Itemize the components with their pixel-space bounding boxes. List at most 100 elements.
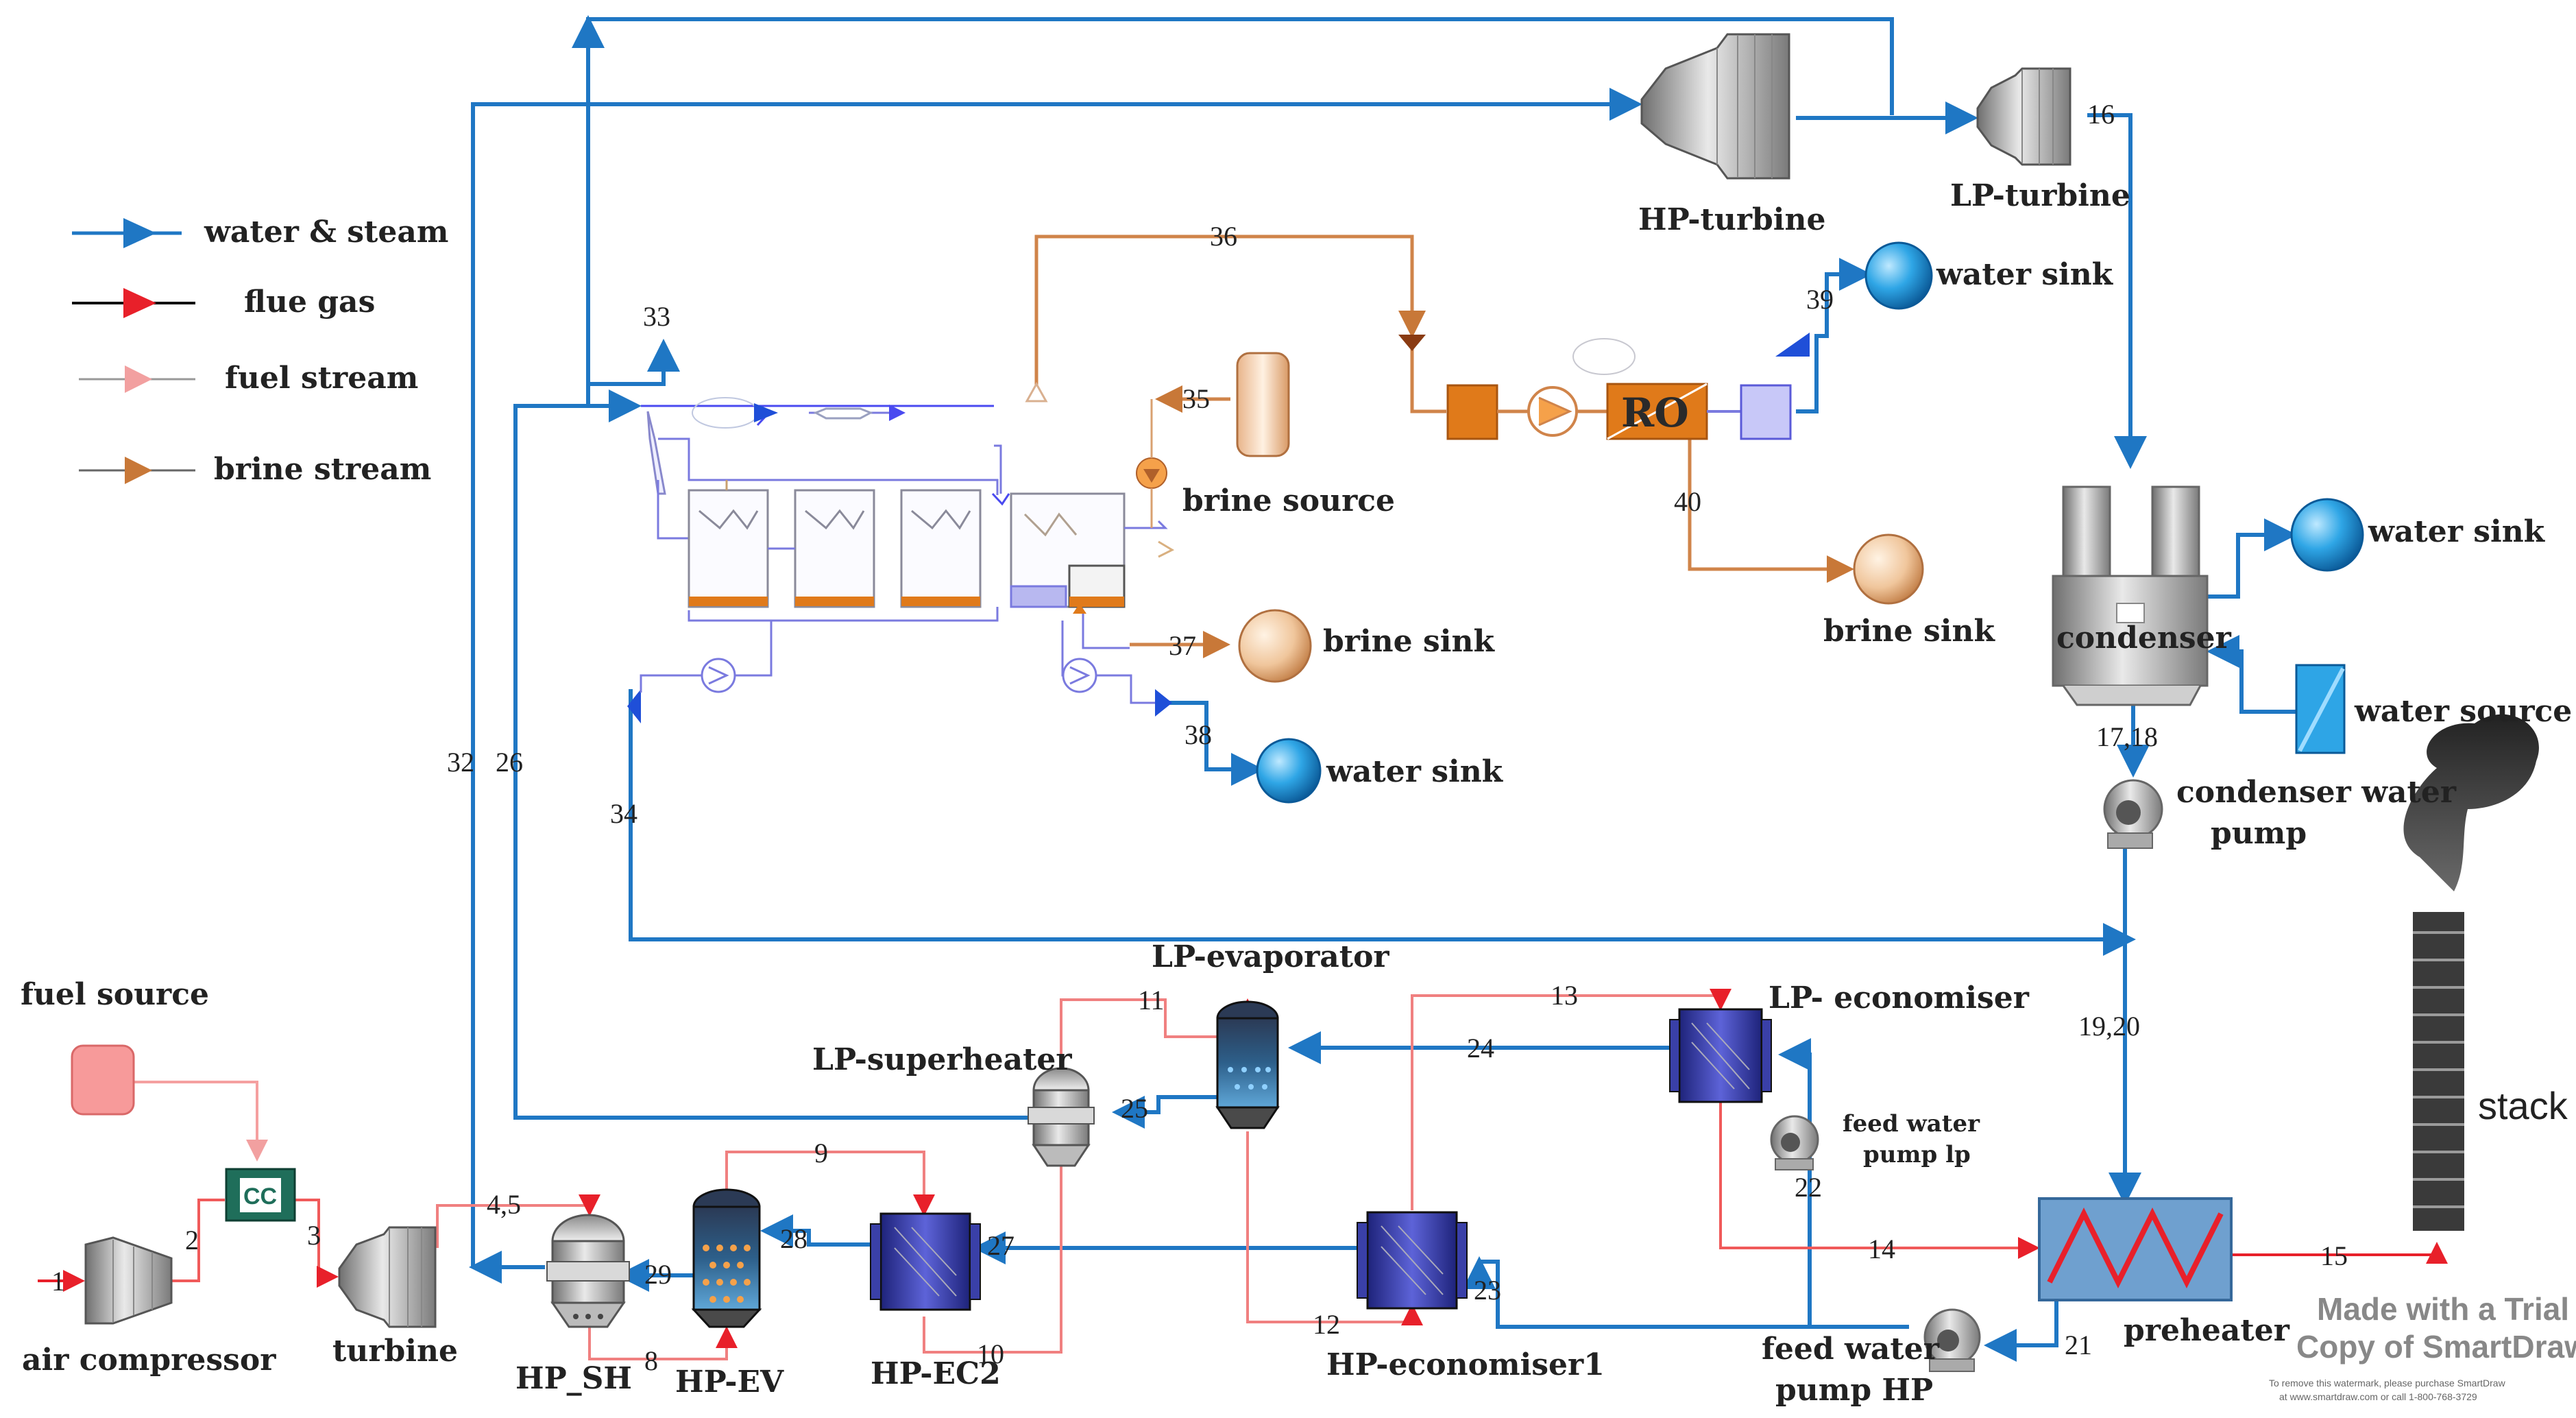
- legend-fuel-stream: fuel stream: [79, 361, 418, 396]
- water-sink-top-label: water sink: [1936, 257, 2114, 292]
- condenser-label: condenser: [2056, 621, 2232, 656]
- preheater: [2038, 1197, 2233, 1301]
- stream-29: 29: [644, 1259, 672, 1290]
- stream-14: 14: [1868, 1234, 1895, 1264]
- stream-3: 3: [307, 1220, 321, 1251]
- water-steam-lines: [469, 15, 2297, 1362]
- lp-turbine: [1976, 67, 2071, 166]
- lp-superheater: [1028, 1067, 1095, 1167]
- stream-9: 9: [814, 1138, 828, 1168]
- stack-label: stack: [2478, 1084, 2568, 1127]
- stream-2: 2: [185, 1225, 199, 1255]
- fuel-source-tank: [71, 1044, 135, 1116]
- watermark-line2: Copy of SmartDraw: [2296, 1329, 2576, 1365]
- watermark-line1: Made with a Trial: [2317, 1291, 2569, 1327]
- hp-turbine: [1640, 33, 1790, 180]
- stream-17-18: 17,18: [2096, 721, 2158, 752]
- hp-ec2-label: HP-EC2: [871, 1356, 1001, 1391]
- legend-water-steam-label: water & steam: [204, 215, 448, 250]
- ro-posttreatment: [1740, 384, 1792, 440]
- brine-sink-med-icon: [1238, 609, 1312, 683]
- brine-sink-ro-label: brine sink: [1823, 614, 1995, 649]
- legend-flue-gas-label: flue gas: [244, 285, 375, 320]
- stream-25: 25: [1121, 1093, 1148, 1124]
- water-sink-condenser-icon: [2290, 498, 2364, 572]
- stream-12: 12: [1313, 1309, 1340, 1340]
- brine-source-tank: [1236, 352, 1290, 457]
- lp-evaporator-label: LP-evaporator: [1152, 939, 1389, 974]
- med-desalination-unit: [640, 381, 1175, 717]
- stream-4-5: 4,5: [487, 1189, 521, 1220]
- stream-1: 1: [51, 1266, 65, 1297]
- hp-sh-label: HP_SH: [515, 1361, 632, 1396]
- brine-lines: [1034, 235, 1854, 658]
- condenser-pump-label-line2: pump: [2211, 816, 2307, 851]
- hp-ev-label: HP-EV: [675, 1365, 784, 1399]
- feed-pump-hp-label-line2: pump HP: [1775, 1373, 1933, 1408]
- stream-16: 16: [2087, 99, 2115, 130]
- stream-15: 15: [2320, 1240, 2348, 1271]
- stream-28: 28: [780, 1223, 807, 1254]
- legend-brine-stream-label: brine stream: [214, 452, 431, 487]
- feed-pump-lp-label-line1: feed water: [1843, 1110, 1980, 1138]
- legend-flue-gas: flue gas: [72, 285, 375, 320]
- hp-economiser1-label: HP-economiser1: [1326, 1347, 1605, 1382]
- hp-economiser1: [1357, 1211, 1468, 1310]
- component-labels: HP-turbine LP-turbine water sink brine s…: [21, 178, 2572, 1408]
- legend-water-steam: water & steam: [72, 215, 448, 250]
- condenser: [2052, 485, 2209, 706]
- feed-pump-lp-label-line2: pump lp: [1863, 1141, 1971, 1168]
- air-compressor-label: air compressor: [22, 1343, 276, 1378]
- brine-sink-ro-icon: [1853, 533, 1924, 605]
- stream-19-20: 19,20: [2078, 1011, 2140, 1042]
- stream-37: 37: [1169, 630, 1196, 661]
- combustion-chamber: CC: [225, 1168, 296, 1222]
- fuel-source-label: fuel source: [21, 977, 209, 1012]
- feed-pump-hp-label-line1: feed water: [1762, 1332, 1940, 1367]
- stream-23: 23: [1474, 1275, 1501, 1306]
- brine-sink-med-label: brine sink: [1323, 624, 1495, 659]
- flue-gas-lines: [38, 989, 2448, 1360]
- condenser-pump-label-line1: condenser water: [2176, 775, 2457, 810]
- stream-33: 33: [643, 301, 670, 332]
- hp-turbine-label: HP-turbine: [1638, 202, 1825, 237]
- stream-35: 35: [1182, 383, 1210, 414]
- condenser-water-pump: [2103, 779, 2163, 849]
- stream-8: 8: [644, 1345, 658, 1376]
- lp-evaporator: [1215, 1000, 1280, 1129]
- brine-arrow-icon: [125, 457, 152, 484]
- preheater-label: preheater: [2124, 1313, 2290, 1348]
- stream-21: 21: [2065, 1330, 2092, 1360]
- water-sink-top-icon: [1864, 241, 1933, 310]
- lp-economiser: [1669, 1008, 1772, 1103]
- stream-26: 26: [496, 747, 523, 778]
- watermark: Made with a Trial Copy of SmartDraw To r…: [2269, 1291, 2576, 1402]
- brine-source-label: brine source: [1182, 483, 1395, 518]
- stack: [2403, 714, 2539, 1231]
- air-compressor: [84, 1236, 173, 1325]
- hp-superheater: [546, 1214, 630, 1328]
- stream-39: 39: [1806, 284, 1834, 315]
- legend: water & steam flue gas fuel stream brine…: [72, 215, 448, 487]
- hp-evaporator: [691, 1188, 762, 1328]
- stream-32: 32: [447, 747, 474, 778]
- fuel-arrow-icon: [125, 365, 152, 393]
- stream-36: 36: [1210, 221, 1237, 252]
- flue-arrow-icon: [123, 288, 156, 318]
- turbine-label: turbine: [332, 1334, 458, 1369]
- ro-label: RO: [1621, 389, 1689, 436]
- watermark-small-line2: at www.smartdraw.com or call 1-800-768-3…: [2279, 1391, 2477, 1402]
- legend-fuel-stream-label: fuel stream: [225, 361, 418, 396]
- legend-brine-stream: brine stream: [79, 452, 431, 487]
- stream-22: 22: [1795, 1172, 1822, 1203]
- stream-34: 34: [610, 798, 637, 829]
- water-sink-med-icon: [1256, 738, 1322, 804]
- hp-ec2: [870, 1212, 981, 1311]
- stream-40: 40: [1674, 486, 1701, 517]
- ro-train: RO: [1398, 333, 1810, 440]
- gas-turbine: [338, 1226, 437, 1328]
- stream-numbers: 1 2 3 4,5 8 9 10 11 12 13 14 15 16 17,18…: [51, 99, 2348, 1376]
- watermark-small-line1: To remove this watermark, please purchas…: [2269, 1378, 2506, 1389]
- stream-38: 38: [1184, 719, 1212, 750]
